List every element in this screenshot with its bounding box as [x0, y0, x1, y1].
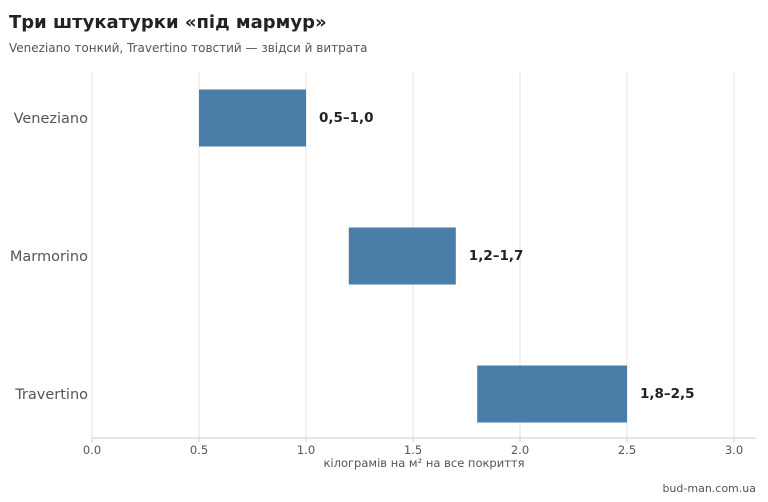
x-tick-label: 1.0	[297, 443, 315, 457]
x-tick-label: 0.5	[190, 443, 208, 457]
x-tick-label: 3.0	[725, 443, 743, 457]
bar-veneziano	[199, 89, 306, 147]
category-label: Veneziano	[14, 111, 89, 127]
x-tick-label: 2.5	[618, 443, 636, 457]
x-axis: 0.0 0.5 1.0 1.5 2.0 2.5 3.0	[83, 437, 756, 457]
category-label: Travertino	[14, 387, 88, 403]
source-credit: bud-man.com.ua	[662, 482, 756, 495]
x-axis-title: кілограмів на м² на все покриття	[323, 456, 524, 470]
data-label: 0,5–1,0	[319, 110, 374, 126]
x-tick-label: 1.5	[404, 443, 422, 457]
data-label: 1,2–1,7	[469, 248, 524, 264]
data-label: 1,8–2,5	[640, 386, 695, 402]
bar-travertino	[477, 365, 627, 423]
category-label: Marmorino	[10, 249, 88, 265]
chart-title: Три штукатурки «під мармур»	[9, 12, 327, 33]
bar-marmorino	[348, 227, 456, 285]
x-tick-label: 0.0	[83, 443, 101, 457]
labels: Veneziano 0,5–1,0 Marmorino 1,2–1,7 Traverti…	[10, 110, 695, 403]
chart-subtitle: Veneziano тонкий, Travertino товстий — з…	[9, 41, 368, 55]
x-tick-label: 2.0	[511, 443, 529, 457]
bars	[199, 89, 627, 423]
